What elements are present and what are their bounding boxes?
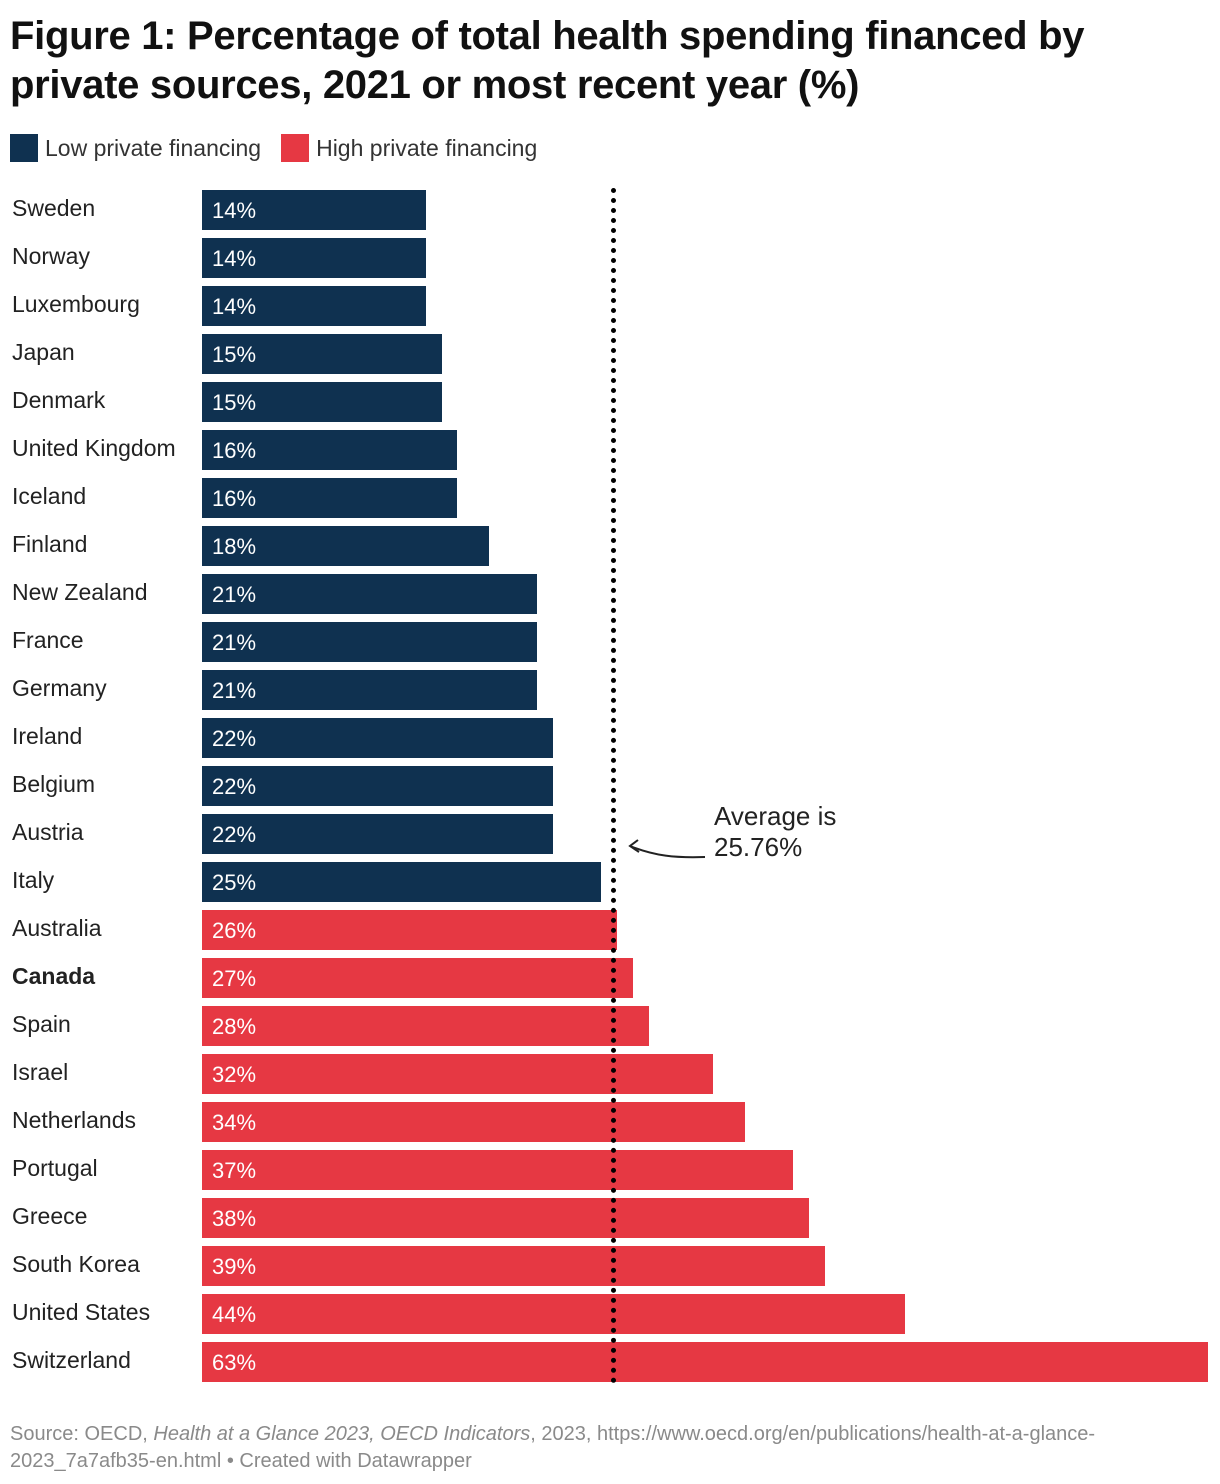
bar	[202, 574, 538, 614]
category-label: Israel	[12, 1059, 69, 1085]
data-label: 15%	[212, 342, 257, 367]
bar	[202, 862, 602, 902]
category-label: Denmark	[12, 387, 106, 413]
legend-label-high: High private financing	[316, 134, 538, 161]
bar	[202, 1198, 809, 1238]
bar	[202, 238, 426, 278]
data-label: 21%	[212, 678, 257, 703]
bar	[202, 1006, 650, 1046]
bar	[202, 1294, 905, 1334]
legend-item-high: High private financing	[281, 134, 537, 162]
data-label: 16%	[212, 486, 257, 511]
bar	[202, 526, 490, 566]
bar	[202, 430, 458, 470]
bar	[202, 286, 426, 326]
bar	[202, 910, 618, 950]
category-label: Japan	[12, 339, 75, 365]
data-label: 22%	[212, 774, 257, 799]
category-label: Luxembourg	[12, 291, 140, 317]
data-label: 21%	[212, 582, 257, 607]
annotation-arrow-icon	[628, 839, 706, 859]
bar	[202, 622, 538, 662]
legend-item-low: Low private financing	[10, 134, 261, 162]
legend-swatch-high	[281, 134, 310, 162]
legend-label-low: Low private financing	[45, 134, 262, 161]
category-label: Netherlands	[12, 1107, 137, 1133]
bar	[202, 718, 554, 758]
data-label: 28%	[212, 1014, 257, 1039]
data-label: 44%	[212, 1302, 257, 1327]
bar	[202, 766, 554, 806]
annotation-line2: 25.76%	[714, 832, 803, 862]
bar	[202, 1342, 1208, 1382]
bar	[202, 1246, 825, 1286]
data-label: 18%	[212, 534, 257, 559]
data-label: 26%	[212, 918, 257, 943]
category-label: New Zealand	[12, 579, 148, 605]
bar	[202, 334, 442, 374]
source-rest: , 2023, https://www.oecd.org/en/publicat…	[10, 1423, 1096, 1472]
bar	[202, 1054, 713, 1094]
source-title: Health at a Glance 2023, OECD Indicators	[153, 1423, 531, 1445]
category-label: United Kingdom	[12, 435, 176, 461]
average-reference-line	[610, 188, 616, 1384]
source-footer: Source: OECD, Health at a Glance 2023, O…	[10, 1421, 1210, 1475]
bar	[202, 1102, 745, 1142]
data-label: 39%	[212, 1254, 257, 1279]
data-label: 21%	[212, 630, 257, 655]
data-label: 14%	[212, 246, 257, 271]
source-prefix: Source: OECD,	[10, 1423, 154, 1445]
category-label: Belgium	[12, 771, 96, 797]
category-label: Austria	[12, 819, 84, 845]
category-label: Ireland	[12, 723, 83, 749]
bar	[202, 190, 426, 230]
data-label: 37%	[212, 1158, 257, 1183]
category-label: South Korea	[12, 1251, 140, 1277]
category-label: Finland	[12, 531, 88, 557]
annotation-line1: Average is	[714, 801, 837, 831]
data-label: 34%	[212, 1110, 257, 1135]
data-label: 14%	[212, 294, 257, 319]
chart-title: Figure 1: Percentage of total health spe…	[10, 14, 1085, 107]
category-label: France	[12, 627, 84, 653]
category-label: Australia	[12, 915, 102, 941]
bar	[202, 814, 554, 854]
category-label: Canada	[12, 963, 96, 989]
category-label: Spain	[12, 1011, 71, 1037]
category-label: Germany	[12, 675, 107, 701]
bar	[202, 382, 442, 422]
category-label: Portugal	[12, 1155, 98, 1181]
data-label: 22%	[212, 726, 257, 751]
bar	[202, 478, 458, 518]
data-label: 15%	[212, 390, 257, 415]
category-label: Sweden	[12, 195, 96, 221]
category-label: Iceland	[12, 483, 87, 509]
data-label: 14%	[212, 198, 257, 223]
category-label: Norway	[12, 243, 90, 269]
bar	[202, 958, 634, 998]
category-label: Switzerland	[12, 1347, 131, 1373]
category-label: United States	[12, 1299, 151, 1325]
data-label: 38%	[212, 1206, 257, 1231]
category-label: Greece	[12, 1203, 88, 1229]
average-annotation: Average is 25.76%	[714, 801, 836, 863]
data-label: 27%	[212, 966, 257, 991]
data-label: 32%	[212, 1062, 257, 1087]
data-label: 63%	[212, 1350, 257, 1375]
bar	[202, 670, 538, 710]
bar	[202, 1150, 793, 1190]
legend: Low private financing High private finan…	[10, 134, 537, 162]
data-label: 22%	[212, 822, 257, 847]
category-label: Italy	[12, 867, 55, 893]
legend-swatch-low	[10, 134, 38, 162]
data-label: 16%	[212, 438, 257, 463]
data-label: 25%	[212, 870, 257, 895]
